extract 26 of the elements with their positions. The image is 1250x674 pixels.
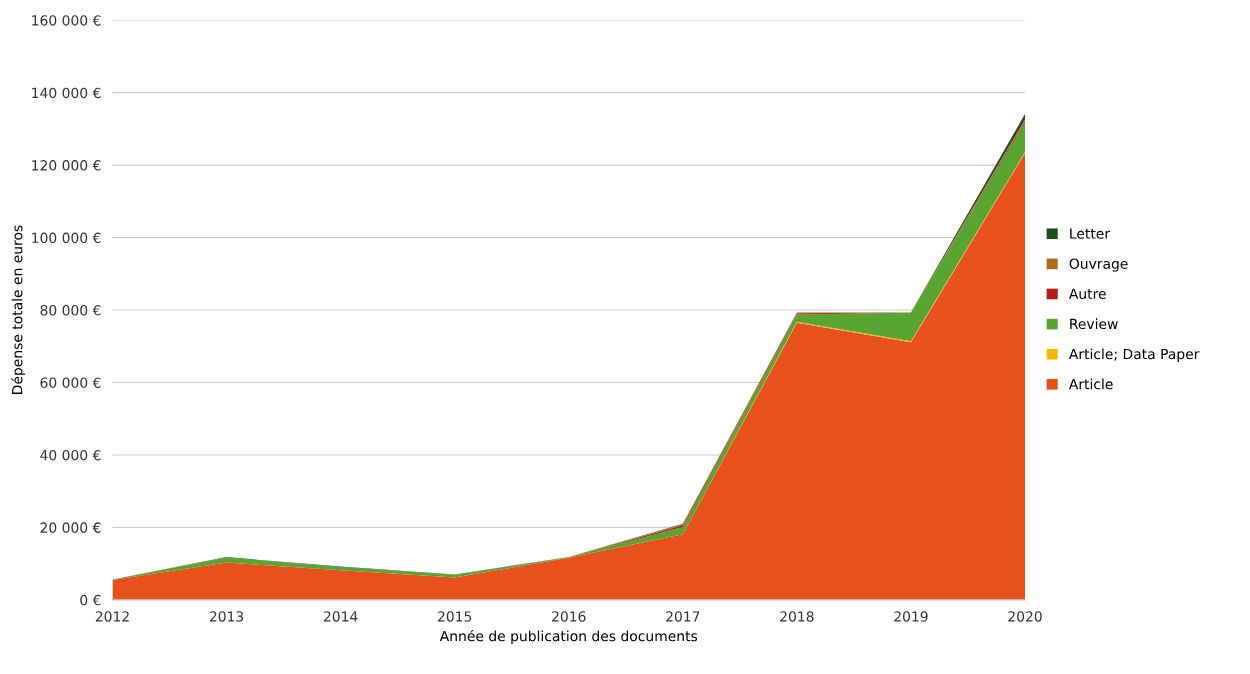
y-tick-label: 120 000 € (32, 160, 101, 171)
x-tick-label: 2017 (666, 611, 700, 622)
x-axis-title: Année de publication des documents (439, 629, 698, 644)
legend-label: Article; Data Paper (1068, 348, 1200, 362)
y-tick-label: 160 000 € (32, 15, 101, 26)
x-tick-label: 2015 (438, 611, 472, 622)
x-tick-label: 2020 (1008, 611, 1042, 622)
y-tick-label: 140 000 € (32, 87, 101, 99)
y-axis-title: Dépense totale en euros (11, 225, 26, 394)
y-tick-label: 100 000 € (32, 232, 101, 244)
legend-label: Ouvrage (1069, 258, 1128, 272)
y-tick-label: 0 € (80, 594, 101, 606)
legend-label: Letter (1070, 228, 1111, 239)
x-tick-label: 2018 (780, 611, 814, 622)
legend-label: Review (1070, 318, 1118, 330)
x-tick-label: 2013 (209, 611, 244, 622)
y-tick-label: 20 000 € (40, 522, 101, 533)
legend-label: Autre (1068, 288, 1106, 300)
x-tick-label: 2012 (95, 611, 129, 622)
y-tick-label: 40 000 € (40, 449, 101, 461)
y-tick-label: 60 000 € (40, 377, 101, 388)
x-tick-label: 2016 (552, 611, 586, 622)
x-tick-label: 2019 (894, 611, 928, 622)
y-tick-label: 80 000 € (40, 305, 101, 316)
x-tick-label: 2014 (323, 611, 358, 622)
legend-label: Article (1068, 378, 1113, 390)
